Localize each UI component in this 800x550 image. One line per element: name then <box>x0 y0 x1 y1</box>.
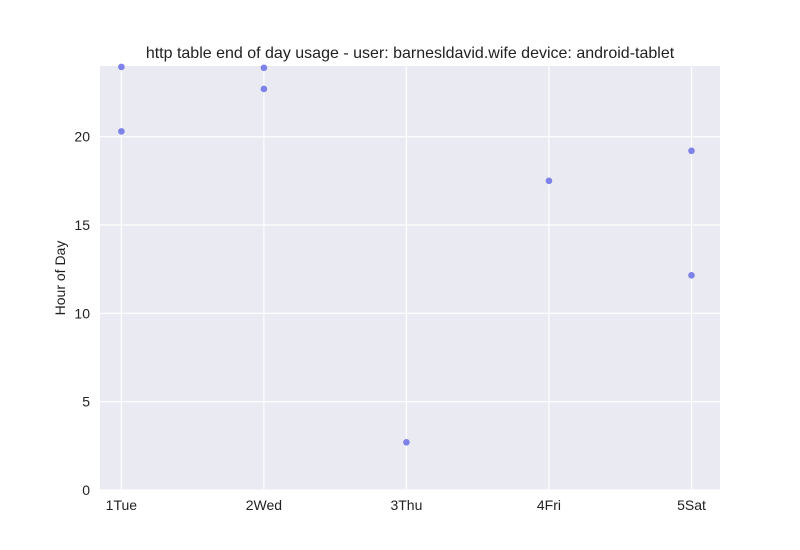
data-point <box>118 63 125 71</box>
data-point <box>688 272 695 279</box>
y-tick-label: 15 <box>74 217 90 233</box>
y-tick-label: 10 <box>74 305 90 321</box>
y-tick-label: 0 <box>82 482 90 498</box>
x-tick-label: 4Fri <box>537 497 561 513</box>
data-point <box>688 147 695 155</box>
data-point <box>118 128 125 135</box>
y-tick-label: 20 <box>74 129 90 145</box>
x-tick-label: 2Wed <box>246 497 282 513</box>
data-points <box>118 63 695 446</box>
x-tick-labels: 1Tue 2Wed 3Thu 4Fri 5Sat <box>106 497 706 513</box>
y-tick-labels: 0 5 10 15 20 <box>74 129 90 498</box>
x-tick-label: 1Tue <box>106 497 138 513</box>
data-point <box>545 177 553 185</box>
plot-background <box>100 66 720 490</box>
data-point <box>403 439 410 446</box>
grid-lines <box>100 66 720 491</box>
x-tick-label: 3Thu <box>390 497 422 513</box>
y-axis-label: Hour of Day <box>52 241 68 316</box>
y-tick-label: 5 <box>82 394 90 410</box>
data-point <box>260 64 268 72</box>
x-tick-label: 5Sat <box>677 497 706 513</box>
chart-title: http table end of day usage - user: barn… <box>146 45 675 62</box>
data-point <box>260 85 268 93</box>
